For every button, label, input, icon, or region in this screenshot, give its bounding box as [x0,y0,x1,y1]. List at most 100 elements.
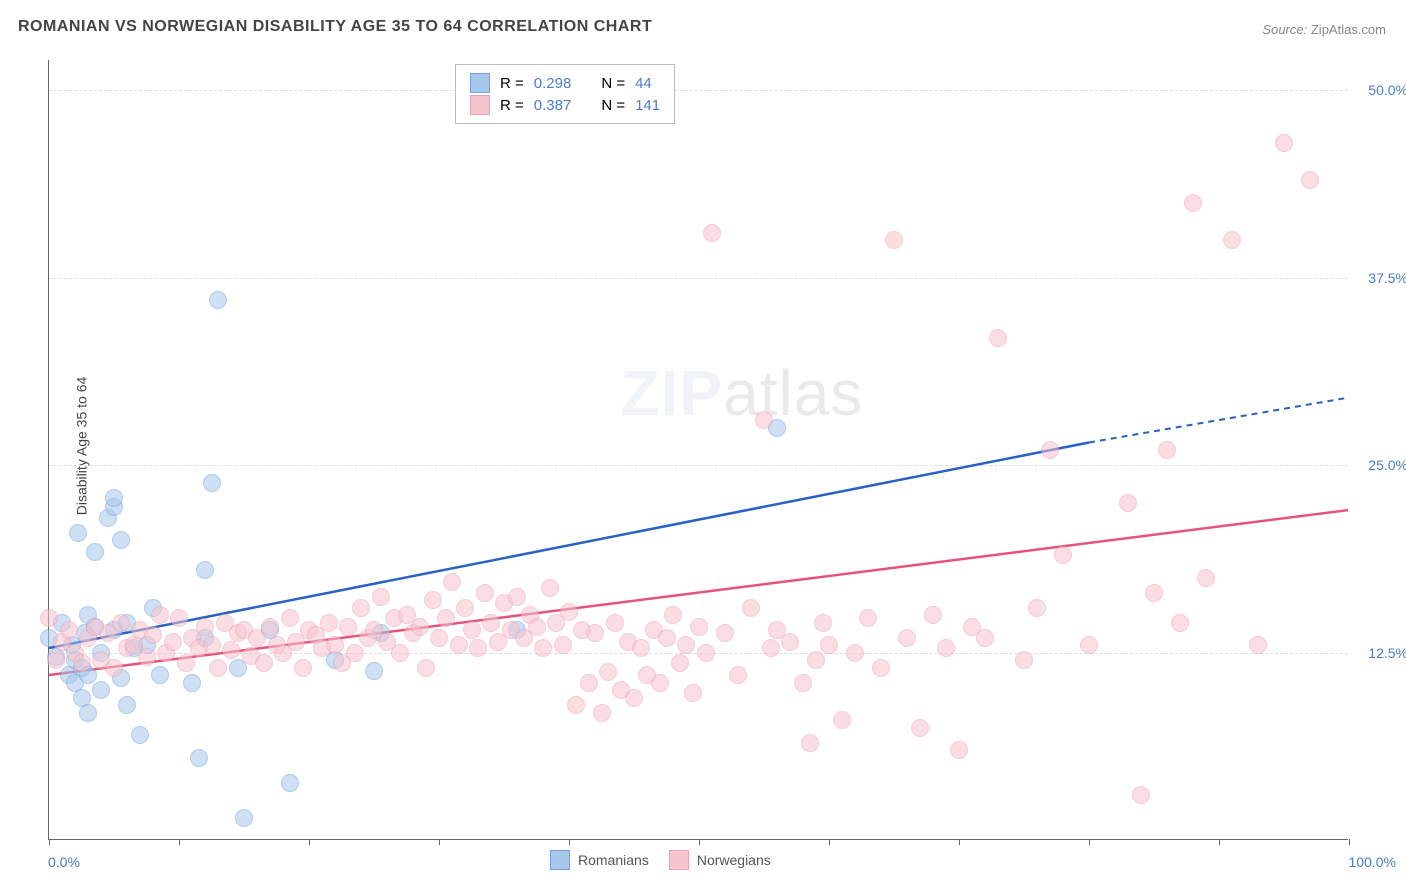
x-tick [569,839,570,845]
data-point [554,636,572,654]
legend-swatch [470,73,490,93]
x-tick [699,839,700,845]
x-axis-max-label: 100.0% [1349,854,1396,870]
data-point [151,606,169,624]
data-point [671,654,689,672]
data-point [534,639,552,657]
y-tick-label: 12.5% [1353,645,1406,661]
data-point [716,624,734,642]
data-point [469,639,487,657]
data-point [417,659,435,677]
data-point [86,543,104,561]
data-point [177,654,195,672]
data-point [859,609,877,627]
legend-stat-row: R =0.298N =44 [470,73,660,93]
y-tick-label: 25.0% [1353,457,1406,473]
data-point [801,734,819,752]
data-point [1171,614,1189,632]
data-point [222,641,240,659]
data-point [586,624,604,642]
data-point [807,651,825,669]
data-point [950,741,968,759]
data-point [209,659,227,677]
data-point [1145,584,1163,602]
data-point [814,614,832,632]
x-tick [439,839,440,845]
data-point [144,626,162,644]
data-point [1249,636,1267,654]
data-point [372,588,390,606]
data-point [1197,569,1215,587]
data-point [151,666,169,684]
n-label: N = [601,75,625,92]
data-point [391,644,409,662]
data-point [755,411,773,429]
data-point [339,618,357,636]
data-point [664,606,682,624]
data-point [1080,636,1098,654]
data-point [112,614,130,632]
watermark-light: atlas [723,357,863,429]
data-point [118,696,136,714]
data-point [138,648,156,666]
data-point [209,291,227,309]
data-point [476,584,494,602]
data-point [911,719,929,737]
x-axis-min-label: 0.0% [48,854,80,870]
source-label: Source: [1262,22,1307,37]
data-point [924,606,942,624]
legend-item: Norwegians [669,850,771,870]
data-point [528,618,546,636]
data-point [183,674,201,692]
data-point [885,231,903,249]
data-point [1223,231,1241,249]
data-point [235,809,253,827]
data-point [131,726,149,744]
data-point [742,599,760,617]
data-point [73,654,91,672]
data-point [651,674,669,692]
x-tick [309,839,310,845]
x-tick [959,839,960,845]
data-point [690,618,708,636]
x-tick [1089,839,1090,845]
data-point [47,651,65,669]
data-point [580,674,598,692]
data-point [1015,651,1033,669]
legend-swatch [470,95,490,115]
data-point [60,621,78,639]
data-point [255,654,273,672]
r-value: 0.387 [534,97,572,114]
data-point [632,639,650,657]
trend-lines [49,60,1348,839]
chart-title: ROMANIAN VS NORWEGIAN DISABILITY AGE 35 … [18,18,652,36]
data-point [437,609,455,627]
r-value: 0.298 [534,75,572,92]
data-point [450,636,468,654]
data-point [170,609,188,627]
gridline [49,90,1348,91]
data-point [1041,441,1059,459]
y-tick-label: 37.5% [1353,270,1406,286]
data-point [625,689,643,707]
data-point [196,618,214,636]
data-point [196,561,214,579]
legend-stat-row: R =0.387N =141 [470,95,660,115]
legend-bottom: Romanians Norwegians [550,850,771,870]
data-point [430,629,448,647]
x-tick [829,839,830,845]
data-point [1119,494,1137,512]
data-point [92,681,110,699]
data-point [203,636,221,654]
x-tick [49,839,50,845]
data-point [697,644,715,662]
r-label: R = [500,75,524,92]
data-point [105,489,123,507]
data-point [346,644,364,662]
data-point [281,609,299,627]
data-point [872,659,890,677]
data-point [320,614,338,632]
data-point [1028,599,1046,617]
data-point [541,579,559,597]
legend-item: Romanians [550,850,649,870]
